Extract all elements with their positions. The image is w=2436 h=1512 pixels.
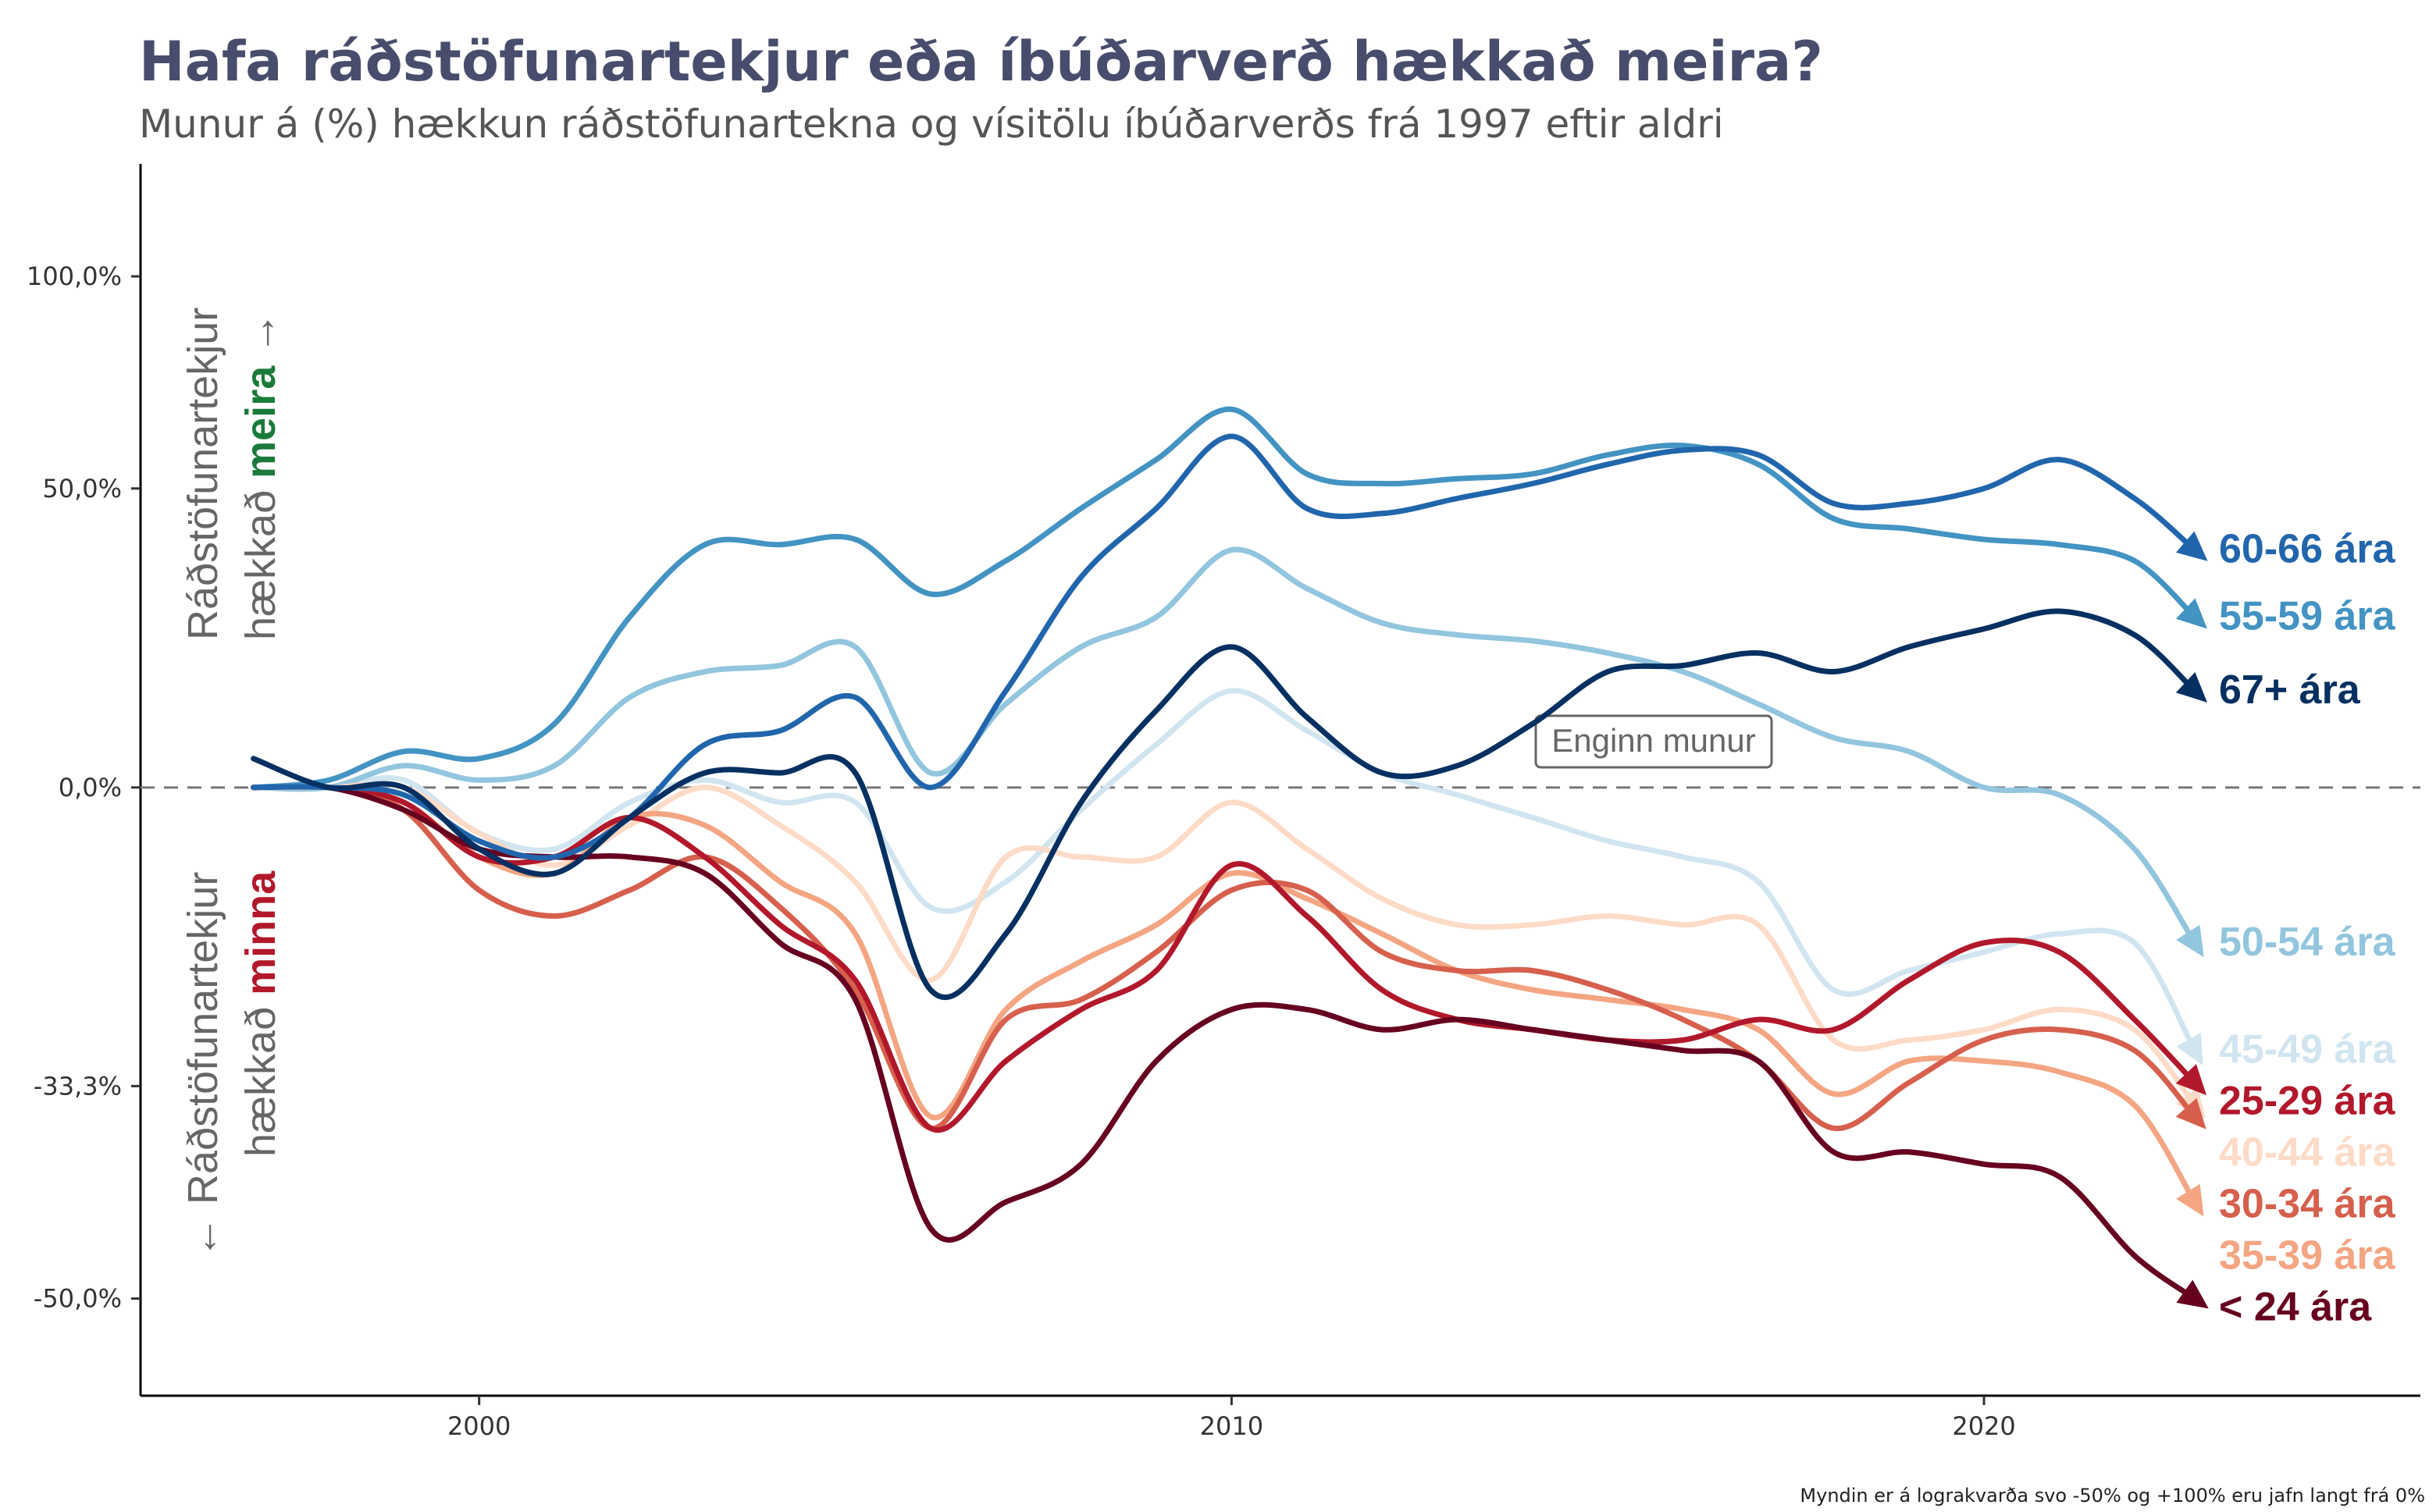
series-arrowhead-45-49-ra bbox=[2176, 1033, 2203, 1066]
chart-caption: Myndin er á lograkvarða svo -50% og +100… bbox=[1800, 1485, 2425, 1507]
axes bbox=[139, 164, 2420, 1397]
chart-subtitle: Munur á (%) hækkun ráðstöfunartekna og v… bbox=[139, 101, 1724, 147]
series-arrowhead-67-ra bbox=[2175, 672, 2207, 703]
series-label-50-54-ra: 50-54 ára bbox=[2219, 920, 2396, 965]
series-label-67-ra: 67+ ára bbox=[2219, 667, 2361, 713]
y-tick-label: 50,0% bbox=[42, 474, 122, 503]
upper-annotation-line1: Ráðstöfunartekjur bbox=[180, 308, 226, 640]
y-tick-label: 0,0% bbox=[59, 773, 122, 802]
series-label-55-59-ra: 55-59 ára bbox=[2219, 594, 2396, 639]
upper-annotation: Ráðstöfunartekjur hækkað meira → bbox=[180, 308, 284, 640]
series-label-30-34-ra: 30-34 ára bbox=[2219, 1182, 2396, 1227]
series-label-25-29-ra: 25-29 ára bbox=[2219, 1079, 2396, 1124]
series-arrowhead-25-29-ra bbox=[2175, 1064, 2207, 1096]
x-tick-label: 2020 bbox=[1952, 1411, 2015, 1441]
y-tick-label: 100,0% bbox=[27, 261, 122, 291]
x-tick-label: 2000 bbox=[447, 1411, 511, 1441]
y-tick-label: -50,0% bbox=[34, 1284, 122, 1314]
series-line-60-66-ra bbox=[251, 433, 2198, 861]
series-line-67-ra bbox=[251, 608, 2198, 1001]
series-line-25-29-ra bbox=[251, 783, 2198, 1133]
x-tick-label: 2010 bbox=[1200, 1411, 1263, 1441]
series-label-40-44-ra: 40-44 ára bbox=[2219, 1130, 2396, 1176]
lower-annotation-line2: hækkað minna bbox=[237, 870, 284, 1157]
series-label-45-49-ra: 45-49 ára bbox=[2219, 1027, 2396, 1073]
y-tick-label: -33,3% bbox=[34, 1071, 122, 1101]
enginn-munur-label: Enginn munur bbox=[1551, 722, 1756, 759]
series-line-30-34-ra bbox=[251, 783, 2198, 1131]
enginn-munur-annotation: Enginn munur bbox=[1534, 714, 1773, 769]
series-labels: 60-66 ára 55-59 ára 67+ ára 50-54 ára 45-49 … bbox=[2219, 527, 2396, 1330]
series-line-40-44-ra bbox=[251, 781, 2198, 1108]
ticks: 100,0% 50,0% 0,0% -33,3% -50,0% 2000 2010 2020 bbox=[27, 261, 2016, 1441]
series-arrowhead-60-66-ra bbox=[2176, 531, 2208, 561]
series-arrowhead-24-ra bbox=[2176, 1279, 2209, 1309]
series-arrowhead-50-54-ra bbox=[2176, 924, 2204, 958]
upper-annotation-line2: hækkað meira → bbox=[237, 312, 284, 640]
series-label-24-ra: < 24 ára bbox=[2219, 1285, 2372, 1330]
series-arrowhead-35-39-ra bbox=[2176, 1183, 2204, 1217]
enginn-munur-box bbox=[1534, 714, 1773, 769]
series-label-35-39-ra: 35-39 ára bbox=[2219, 1233, 2396, 1279]
chart-title: Hafa ráðstöfunartekjur eða íbúðarverð hæ… bbox=[139, 30, 1823, 94]
series-line-45-49-ra bbox=[251, 688, 2198, 1054]
series-lines bbox=[251, 406, 2209, 1309]
series-line-55-59-ra bbox=[251, 406, 2198, 791]
lower-annotation: ← Ráðstöfunartekjur hækkað minna bbox=[180, 870, 284, 1258]
lower-annotation-line1: ← Ráðstöfunartekjur bbox=[180, 872, 226, 1258]
series-label-60-66-ra: 60-66 ára bbox=[2219, 527, 2396, 572]
minna-highlight: minna bbox=[237, 870, 284, 995]
meira-highlight: meira bbox=[237, 365, 284, 479]
series-line-24-ra bbox=[251, 783, 2198, 1302]
series-line-50-54-ra bbox=[251, 546, 2198, 946]
series-arrowhead-55-59-ra bbox=[2175, 598, 2207, 629]
series-arrowhead-30-34-ra bbox=[2175, 1098, 2206, 1130]
